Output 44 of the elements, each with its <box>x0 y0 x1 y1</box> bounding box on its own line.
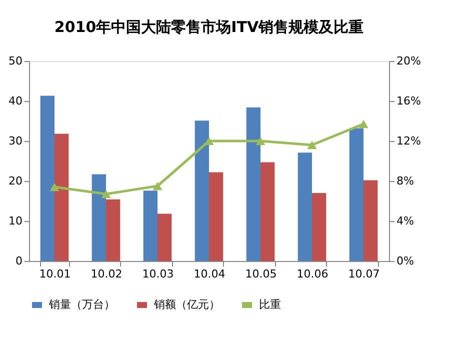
x-tick-label: 10.07 <box>348 268 380 280</box>
point <box>256 136 266 146</box>
bar <box>312 193 326 261</box>
bar <box>106 199 120 261</box>
y2-tick-label: 12% <box>396 134 421 148</box>
y-tick-label: 0 <box>16 254 22 268</box>
bar <box>143 190 158 261</box>
bar <box>349 128 364 261</box>
bar <box>298 152 312 261</box>
point <box>152 182 162 190</box>
bar <box>40 96 54 261</box>
x-tick-label: 10.02 <box>90 268 122 280</box>
y-tick-label: 40 <box>8 94 22 108</box>
bar <box>54 134 69 261</box>
point <box>204 136 214 146</box>
bar <box>260 162 275 261</box>
bar <box>92 174 106 261</box>
y2-tick-label: 8% <box>396 174 414 188</box>
legend-label: 销额（亿元） <box>153 298 220 311</box>
y2-tick-label: 4% <box>396 214 414 228</box>
point <box>307 140 317 150</box>
point <box>50 182 60 192</box>
y-tick-label: 30 <box>8 134 22 148</box>
bar <box>194 120 209 261</box>
x-tick-label: 10.03 <box>142 268 174 280</box>
legend-label: 销量（万台） <box>48 298 115 311</box>
legend-label: 比重 <box>259 298 281 311</box>
bar <box>246 107 260 261</box>
point <box>101 190 111 198</box>
chart-title: 2010年中国大陆零售市场ITV销售规模及比重 <box>54 18 364 36</box>
y-tick-label: 50 <box>8 54 22 68</box>
x-tick-label: 10.05 <box>245 268 277 280</box>
x-tick-label: 10.06 <box>296 268 328 280</box>
y2-tick-label: 0% <box>396 254 414 268</box>
x-tick-label: 10.04 <box>194 268 226 280</box>
point <box>358 120 368 128</box>
bar <box>364 180 378 261</box>
y2-tick-label: 16% <box>396 94 421 108</box>
bar <box>209 172 224 261</box>
y-tick-label: 20 <box>8 174 22 188</box>
y-tick-label: 10 <box>8 214 22 228</box>
x-tick-label: 10.01 <box>39 268 71 280</box>
y2-tick-label: 20% <box>396 54 421 68</box>
bar <box>158 214 172 261</box>
